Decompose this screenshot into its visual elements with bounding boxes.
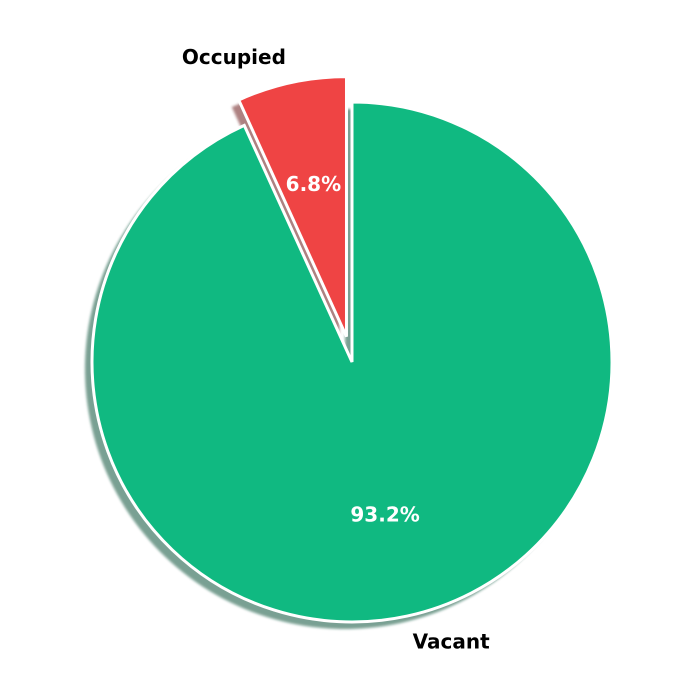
pie-labels: 6.8% Occupied 93.2% Vacant <box>182 45 490 653</box>
pct-label-vacant: 93.2% <box>350 503 419 527</box>
category-label-vacant: Vacant <box>413 630 490 654</box>
category-label-occupied: Occupied <box>182 45 286 69</box>
pct-label-occupied: 6.8% <box>286 172 341 196</box>
pie-slice-vacant <box>90 100 614 624</box>
pie-slice-occupied <box>236 75 348 338</box>
pie-slices <box>90 75 614 624</box>
